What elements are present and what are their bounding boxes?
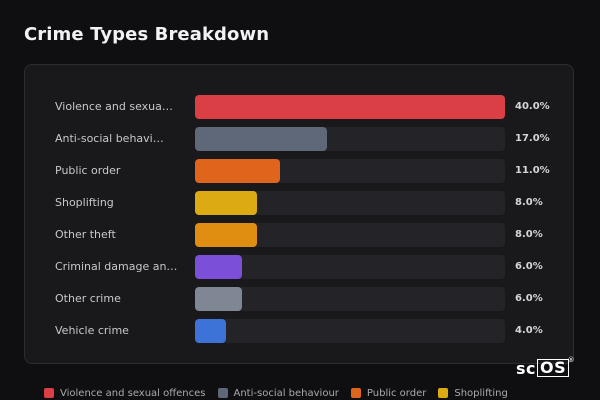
category-label: Criminal damage an… [55,260,178,273]
legend-swatch [44,388,54,398]
chart-legend: Violence and sexual offences Anti-social … [44,386,520,400]
bar [195,255,242,279]
legend-label: Public order [366,387,427,399]
bar-track [195,223,505,247]
bar [195,223,257,247]
bar-row: Vehicle crime 4.0% [25,319,575,343]
category-label: Shoplifting [55,196,114,209]
chart-card: Violence and sexua… 40.0% Anti-social beha… [24,64,574,364]
legend-swatch [438,388,449,398]
legend-item: Public order [350,387,427,399]
legend-label: Anti-social behaviour [233,387,339,399]
bar [195,159,280,183]
legend-label: Shoplifting [454,387,508,399]
bar-row: Shoplifting 8.0% [25,191,575,215]
value-label: 6.0% [515,261,543,272]
scos-logo: sc OS ® [516,356,575,378]
category-label: Anti-social behavi… [55,132,164,145]
bar-row: Anti-social behavi… 17.0% [25,127,575,151]
bar-row: Other theft 8.0% [25,223,575,247]
category-label: Vehicle crime [55,324,129,337]
category-label: Other crime [55,292,121,305]
category-label: Other theft [55,228,116,241]
bar-track [195,127,505,151]
legend-item: Anti-social behaviour [217,387,339,399]
legend-swatch [217,388,228,398]
bar-row: Criminal damage an… 6.0% [25,255,575,279]
bar-track [195,287,505,311]
legend-item: Shoplifting [438,387,508,399]
legend-item: Violence and sexual offences [44,388,206,399]
value-label: 17.0% [515,133,550,144]
bar [195,127,327,151]
chart-title: Crime Types Breakdown [24,24,270,45]
registered-mark: ® [567,356,576,364]
bar-track [195,95,505,119]
bar-row: Other crime 6.0% [25,287,575,311]
bar-track [195,191,505,215]
logo-text-plain: sc [516,358,537,378]
bar [195,95,505,119]
value-label: 6.0% [515,293,543,304]
category-label: Violence and sexua… [55,100,173,113]
bar-track [195,159,505,183]
bar-row: Violence and sexua… 40.0% [25,95,575,119]
bar-track [195,319,505,343]
bar-track [195,255,505,279]
value-label: 8.0% [515,229,543,240]
bar-row: Public order 11.0% [25,159,575,183]
value-label: 4.0% [515,325,543,336]
logo-text-boxed: OS [537,359,570,377]
bar [195,319,226,343]
value-label: 11.0% [515,165,550,176]
bar [195,191,257,215]
value-label: 40.0% [515,101,550,112]
bar [195,287,242,311]
legend-swatch [350,388,361,398]
category-label: Public order [55,164,121,177]
value-label: 8.0% [515,197,543,208]
legend-label: Violence and sexual offences [60,387,206,399]
